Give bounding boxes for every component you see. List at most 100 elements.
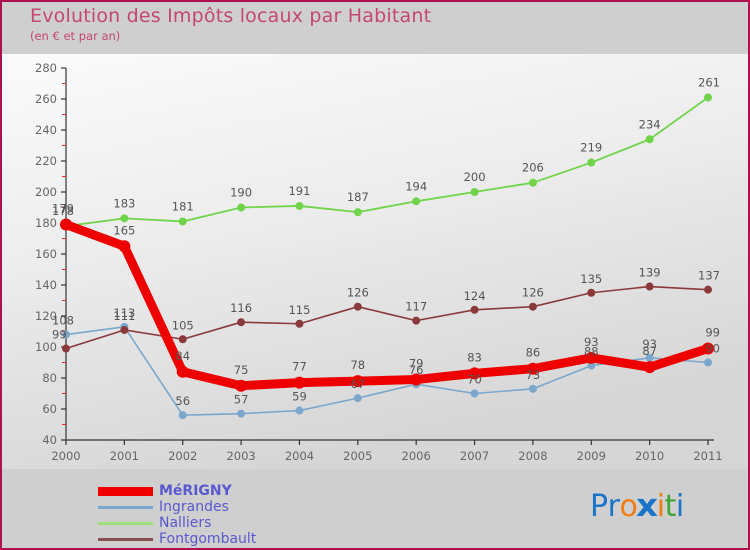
data-point[interactable] bbox=[702, 342, 714, 355]
data-point[interactable] bbox=[526, 362, 539, 375]
legend-label: Fontgombault bbox=[159, 531, 257, 547]
data-point[interactable] bbox=[293, 376, 306, 389]
data-point[interactable] bbox=[470, 389, 479, 398]
x-axis-tick-label: 2001 bbox=[110, 449, 139, 463]
data-point[interactable] bbox=[62, 330, 70, 339]
data-point[interactable] bbox=[704, 285, 712, 294]
data-point[interactable] bbox=[178, 335, 187, 344]
data-point[interactable] bbox=[587, 288, 596, 297]
data-point-label: 87 bbox=[642, 344, 657, 358]
data-point[interactable] bbox=[237, 318, 246, 327]
data-point-label: 190 bbox=[230, 186, 252, 200]
data-point[interactable] bbox=[353, 208, 362, 217]
data-point[interactable] bbox=[412, 197, 421, 206]
data-point[interactable] bbox=[353, 302, 362, 311]
legend-item-fontgombault[interactable]: Fontgombault bbox=[98, 531, 398, 547]
data-point-label: 86 bbox=[526, 346, 541, 360]
data-point[interactable] bbox=[120, 325, 129, 334]
data-point-label: 165 bbox=[113, 223, 135, 237]
data-point[interactable] bbox=[351, 375, 364, 388]
data-point-label: 79 bbox=[409, 357, 424, 371]
legend-item-nalliers[interactable]: Nalliers bbox=[98, 515, 398, 531]
data-point-label: 234 bbox=[639, 117, 661, 131]
data-point[interactable] bbox=[178, 217, 187, 226]
data-point[interactable] bbox=[645, 282, 654, 291]
data-point[interactable] bbox=[412, 316, 421, 325]
data-point[interactable] bbox=[178, 411, 187, 420]
data-point[interactable] bbox=[295, 319, 304, 328]
logo-letter: i bbox=[656, 489, 665, 524]
data-point-label: 73 bbox=[526, 368, 541, 382]
data-point[interactable] bbox=[237, 203, 246, 212]
data-point[interactable] bbox=[528, 178, 537, 187]
chart-subtitle: (en € et par an) bbox=[30, 28, 121, 43]
data-point[interactable] bbox=[587, 158, 596, 167]
data-point-label: 76 bbox=[409, 363, 424, 377]
data-point[interactable] bbox=[468, 367, 481, 380]
data-point-label: 57 bbox=[234, 393, 249, 407]
data-point[interactable] bbox=[587, 361, 596, 370]
data-point[interactable] bbox=[470, 188, 479, 196]
data-point-label: 105 bbox=[172, 318, 194, 332]
data-point[interactable] bbox=[704, 358, 712, 367]
proxiti-logo[interactable]: Proxiti bbox=[590, 491, 684, 522]
series-layer bbox=[60, 93, 714, 420]
logo-letter: r bbox=[607, 489, 620, 524]
x-axis-tick-label: 2006 bbox=[402, 449, 431, 463]
page-title: Evolution des Impôts locaux par Habitant bbox=[30, 5, 432, 27]
data-point-label: 99 bbox=[705, 326, 720, 340]
data-point[interactable] bbox=[120, 214, 129, 223]
data-point[interactable] bbox=[645, 135, 654, 144]
plot-area: 40 60 80 100 120 140 160 180 200 220 240 260 280 200… bbox=[2, 54, 748, 469]
data-point-label: 83 bbox=[467, 350, 482, 364]
x-axis: 2000 2001 2002 2003 2004 2005 2006 2007 2008 2009… bbox=[51, 439, 723, 463]
x-axis-tick-label: 2011 bbox=[693, 449, 722, 463]
chart-legend: MéRIGNY Ingrandes Nalliers Fontgombault bbox=[98, 483, 398, 547]
series-mérigny bbox=[60, 218, 714, 392]
data-point[interactable] bbox=[353, 394, 362, 403]
data-point[interactable] bbox=[235, 379, 248, 392]
data-point[interactable] bbox=[704, 93, 712, 102]
y-axis-tick-label: 100 bbox=[35, 340, 57, 354]
legend-label: Nalliers bbox=[159, 515, 212, 531]
data-point-label: 187 bbox=[347, 190, 369, 204]
data-point[interactable] bbox=[410, 373, 423, 386]
data-point-label: 59 bbox=[292, 390, 307, 404]
data-point[interactable] bbox=[528, 302, 537, 311]
logo-letter: x bbox=[636, 488, 658, 524]
legend-label: MéRIGNY bbox=[159, 483, 232, 499]
legend-item-ingrandes[interactable]: Ingrandes bbox=[98, 499, 398, 515]
data-point[interactable] bbox=[585, 351, 598, 364]
logo-letter: t bbox=[664, 489, 677, 524]
legend-swatch bbox=[98, 505, 153, 509]
data-point-label: 84 bbox=[175, 349, 190, 363]
data-point-label: 219 bbox=[580, 141, 602, 155]
data-point[interactable] bbox=[60, 218, 72, 231]
data-point[interactable] bbox=[645, 353, 654, 362]
data-point[interactable] bbox=[643, 361, 656, 374]
x-axis-tick-label: 2007 bbox=[460, 449, 489, 463]
series-nalliers bbox=[62, 93, 712, 231]
data-point[interactable] bbox=[295, 201, 304, 210]
data-point[interactable] bbox=[237, 409, 246, 418]
data-point[interactable] bbox=[295, 406, 304, 415]
legend-label: Ingrandes bbox=[159, 499, 229, 515]
y-axis-tick-label: 280 bbox=[35, 61, 57, 75]
legend-item-mérigny[interactable]: MéRIGNY bbox=[98, 483, 398, 499]
data-point[interactable] bbox=[528, 384, 537, 393]
data-point-label: 113 bbox=[113, 306, 135, 320]
data-point-label: 194 bbox=[405, 179, 427, 193]
data-point-label: 135 bbox=[580, 272, 602, 286]
x-axis-tick-label: 2003 bbox=[226, 449, 255, 463]
data-point-label: 56 bbox=[175, 394, 190, 408]
y-axis-tick-label: 220 bbox=[35, 154, 57, 168]
data-point[interactable] bbox=[470, 305, 479, 314]
y-axis-tick-label: 140 bbox=[35, 278, 57, 292]
data-point[interactable] bbox=[176, 365, 189, 378]
legend-swatch bbox=[98, 537, 153, 541]
data-point-label: 181 bbox=[172, 199, 194, 213]
data-point-label: 126 bbox=[347, 286, 369, 300]
data-point[interactable] bbox=[62, 344, 70, 353]
series-fontgombault bbox=[62, 282, 712, 353]
data-point[interactable] bbox=[118, 240, 131, 253]
